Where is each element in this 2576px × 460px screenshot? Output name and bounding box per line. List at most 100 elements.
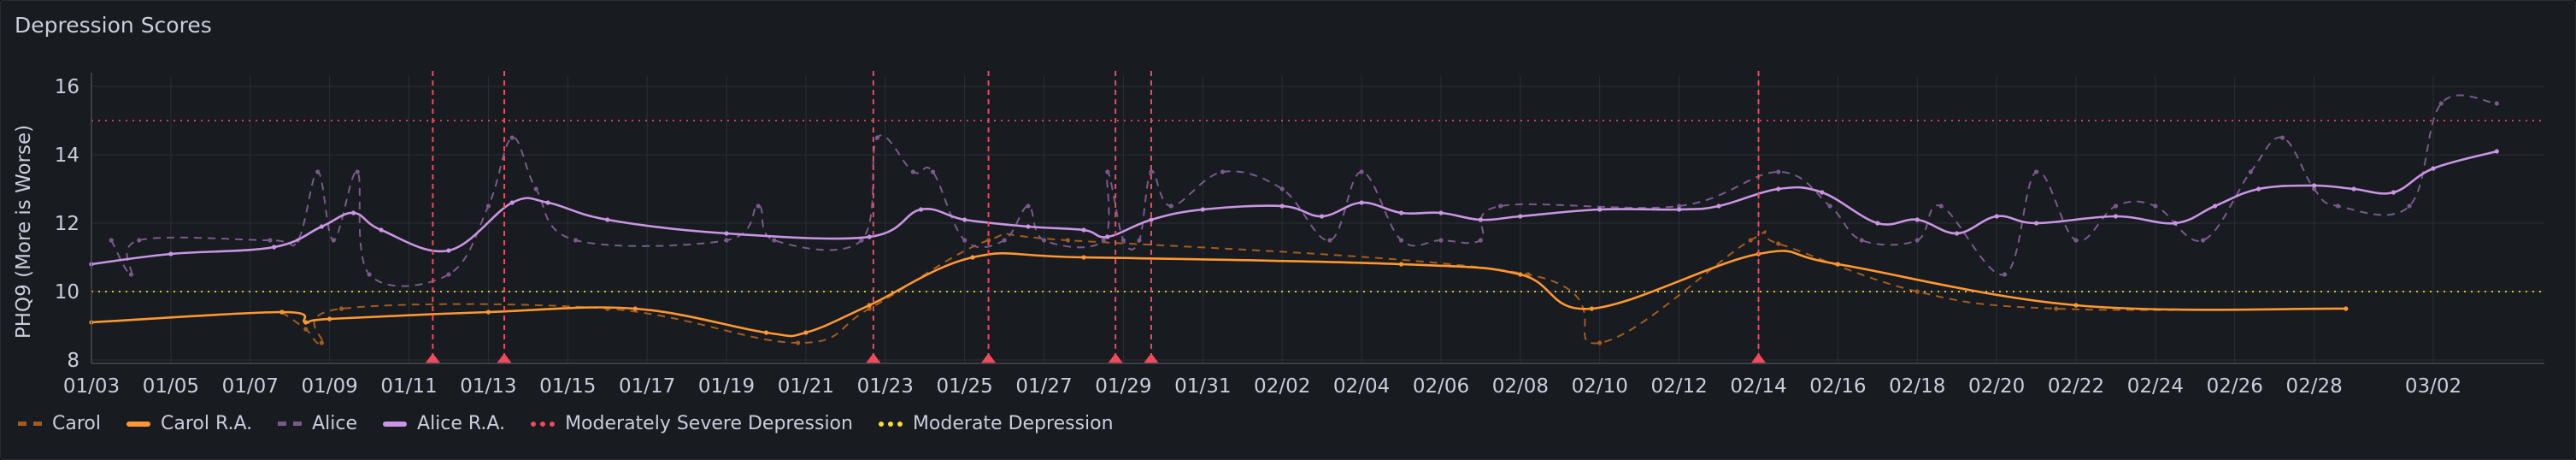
data-point-alice — [1478, 238, 1484, 243]
data-point-carol-r-a — [1835, 262, 1840, 267]
x-tick-label: 01/13 — [460, 375, 516, 398]
annotation-marker — [1108, 353, 1124, 363]
annotation-markers — [425, 71, 1767, 363]
data-point-carol-r-a — [2073, 303, 2079, 308]
data-point-alice — [1026, 203, 1031, 209]
x-tick-label: 01/31 — [1174, 375, 1231, 398]
data-point-alice-r-a — [1820, 190, 1825, 195]
x-tick-label: 01/25 — [937, 375, 993, 398]
legend-item-alice[interactable]: Alice — [278, 413, 357, 434]
data-point-alice — [874, 135, 880, 140]
data-point-alice — [962, 238, 967, 243]
x-tick-label: 01/29 — [1095, 375, 1151, 398]
data-point-alice — [1327, 238, 1332, 243]
y-tick-label: 14 — [55, 144, 79, 167]
data-point-carol-r-a — [1398, 262, 1404, 267]
data-point-alice — [331, 238, 336, 243]
data-point-alice — [756, 203, 761, 209]
data-point-alice-r-a — [2431, 166, 2436, 171]
data-point-alice — [1101, 238, 1106, 243]
data-point-alice — [128, 272, 134, 277]
data-point-alice — [2248, 169, 2253, 174]
data-point-alice-r-a — [2113, 214, 2119, 219]
data-point-alice-r-a — [1677, 207, 1682, 212]
data-point-carol — [338, 306, 344, 311]
x-tick-label: 02/18 — [1889, 375, 1945, 398]
data-point-alice-r-a — [1597, 207, 1603, 212]
data-point-alice-r-a — [1359, 200, 1364, 205]
data-point-alice — [268, 238, 273, 243]
data-point-alice — [1041, 238, 1047, 243]
x-tick-label: 02/06 — [1413, 375, 1469, 398]
data-point-alice — [1776, 169, 1781, 174]
x-tick-label: 02/22 — [2048, 375, 2104, 398]
data-point-alice — [2002, 272, 2008, 277]
x-tick-label: 02/28 — [2285, 375, 2342, 398]
series-lines — [89, 94, 2499, 345]
data-point-alice-r-a — [2033, 221, 2039, 226]
data-point-alice — [2113, 203, 2119, 209]
legend-swatch-mod-severe — [531, 421, 556, 427]
data-point-alice-r-a — [1875, 221, 1880, 226]
data-point-alice-r-a — [545, 200, 550, 205]
y-tick-label: 16 — [55, 76, 79, 98]
data-point-alice-r-a — [168, 251, 173, 257]
data-point-alice-r-a — [509, 200, 515, 205]
data-point-alice-r-a — [605, 217, 610, 222]
data-point-alice-r-a — [1914, 217, 1920, 222]
legend-swatch-alice — [278, 422, 303, 426]
annotation-marker — [980, 353, 997, 363]
data-point-alice — [724, 238, 729, 243]
data-point-alice — [2201, 238, 2206, 243]
legend-label-alice-ra: Alice R.A. — [417, 413, 506, 434]
legend-item-alice-ra[interactable]: Alice R.A. — [383, 413, 505, 434]
legend-item-carol[interactable]: Carol — [18, 413, 101, 434]
data-point-carol-r-a — [632, 306, 638, 311]
data-point-alice — [1498, 203, 1503, 209]
data-point-carol-r-a — [303, 320, 309, 325]
data-point-alice — [315, 169, 321, 174]
x-tick-label: 02/12 — [1650, 375, 1707, 398]
data-point-carol — [319, 340, 324, 345]
x-tick-label: 01/27 — [1015, 375, 1072, 398]
data-point-carol — [2054, 306, 2059, 311]
x-tick-label: 02/16 — [1809, 375, 1866, 398]
x-tick-label: 01/11 — [380, 375, 437, 398]
legend-item-mod-severe[interactable]: Moderately Severe Depression — [531, 413, 853, 434]
chart-axes: 8 10 12 14 16 01/03 01/05 01/07 01/09 01/11 01/13 0… — [55, 73, 2544, 398]
data-point-alice — [573, 238, 579, 243]
legend-item-carol-ra[interactable]: Carol R.A. — [126, 413, 252, 434]
x-tick-label: 02/10 — [1572, 375, 1628, 398]
chart-grid — [91, 76, 2544, 363]
legend-label-moderate: Moderate Depression — [912, 413, 1114, 434]
data-point-alice — [1168, 203, 1173, 209]
annotation-marker — [425, 353, 441, 363]
data-point-carol — [867, 306, 872, 311]
data-point-alice — [509, 135, 515, 140]
data-point-alice-r-a — [724, 231, 729, 236]
x-tick-label: 02/02 — [1254, 375, 1310, 398]
annotation-marker — [865, 353, 881, 363]
data-point-alice — [1137, 238, 1142, 243]
data-point-alice — [137, 238, 142, 243]
legend-label-carol-ra: Carol R.A. — [160, 413, 253, 434]
data-point-alice — [2438, 101, 2444, 106]
data-point-alice-r-a — [962, 217, 967, 222]
panel-title: Depression Scores — [15, 13, 212, 38]
data-point-alice — [1914, 238, 1920, 243]
data-point-alice-r-a — [1081, 227, 1086, 233]
x-tick-label: 02/14 — [1730, 375, 1786, 398]
legend-label-alice: Alice — [312, 413, 358, 434]
data-point-alice — [485, 203, 491, 209]
data-point-alice-r-a — [1518, 214, 1523, 219]
legend-item-moderate[interactable]: Moderate Depression — [878, 413, 1114, 434]
series-line-alice-r-a — [91, 150, 2497, 266]
data-point-alice — [1938, 203, 1944, 209]
x-tick-label: 01/09 — [301, 375, 357, 398]
annotation-marker — [496, 353, 512, 363]
data-point-alice-r-a — [918, 207, 924, 212]
data-point-alice — [772, 238, 777, 243]
data-point-alice-r-a — [319, 224, 324, 229]
data-point-alice — [1279, 186, 1285, 192]
data-point-alice-r-a — [350, 210, 356, 215]
